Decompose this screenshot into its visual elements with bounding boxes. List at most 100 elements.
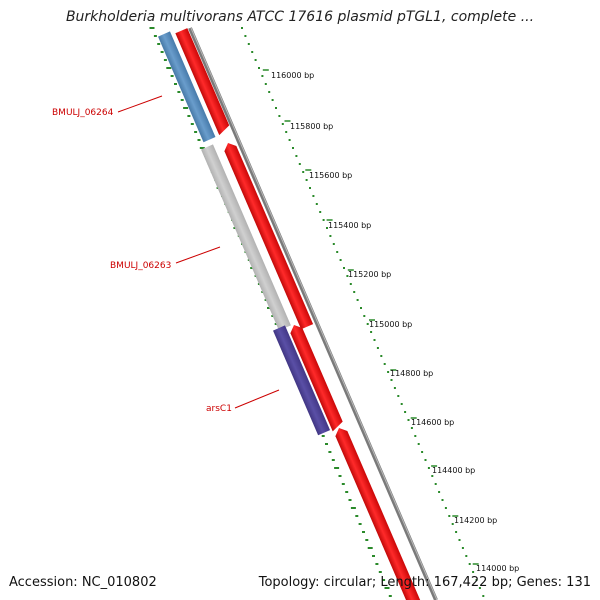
forward-feature-3[interactable] (288, 322, 345, 432)
ruler-dot (326, 227, 328, 229)
ruler-tick-label: 116000 bp (271, 71, 314, 80)
ruler-dot (271, 99, 274, 101)
ruler-tick-label: 114400 bp (432, 466, 475, 475)
ruler-dot (356, 299, 359, 301)
accession-text: Accession: NC_010802 (9, 575, 157, 590)
ruler-dot (305, 179, 308, 181)
ruler-dot (448, 515, 451, 517)
ruler-dot (478, 587, 481, 589)
ruler-dot (349, 283, 352, 285)
ruler-dot (455, 531, 458, 533)
ruler-dot (444, 507, 447, 509)
ruler-dot (247, 43, 250, 45)
gene-label[interactable]: arsC1 (206, 404, 232, 414)
ruler-dot (468, 563, 471, 565)
ruler-dot (434, 483, 437, 485)
ruler-tick-label: 115600 bp (309, 171, 352, 180)
ruler-dot (414, 435, 417, 437)
ruler-dot (427, 467, 430, 469)
gene-label[interactable]: BMULJ_06263 (110, 261, 171, 271)
ruler-tick-label: 114200 bp (454, 516, 497, 525)
ruler-dot (465, 555, 468, 557)
ruler-dot (363, 315, 366, 317)
ruler-dot (360, 307, 362, 309)
backbone-line (188, 27, 438, 600)
ruler-dot (336, 251, 339, 253)
ruler-dot (421, 451, 424, 453)
ruler-dot (346, 275, 349, 277)
ruler-dot (397, 395, 400, 397)
backbone-highlight (190, 27, 438, 600)
ruler-dot (407, 419, 410, 421)
ruler-dot (244, 35, 247, 37)
ruler-dot (258, 67, 260, 69)
ruler-dot (424, 459, 427, 461)
ruler-dot (353, 291, 356, 293)
ruler-dot (309, 187, 311, 189)
ruler-tick-label: 115800 bp (290, 122, 333, 131)
ruler-dot (264, 83, 267, 85)
ruler-tick-label: 114000 bp (476, 564, 519, 573)
ruler-dot (285, 131, 288, 133)
inner-tick-track (149, 27, 392, 597)
ruler-dot (295, 155, 298, 157)
ruler-dot (376, 347, 379, 349)
ruler-tick-label: 115000 bp (369, 320, 412, 329)
ruler-dot (319, 211, 322, 213)
ruler-dot (458, 539, 461, 541)
forward-feature-1[interactable] (175, 28, 231, 136)
ruler-dot (431, 475, 434, 477)
ruler-dot (312, 195, 315, 197)
leader-bmulj-06263 (175, 246, 221, 264)
ruler-tick-label: 114800 bp (390, 369, 433, 378)
ruler-dot (281, 123, 284, 125)
ruler-dot (329, 235, 332, 237)
ruler-dot (275, 107, 277, 109)
ruler-dot (417, 443, 420, 445)
ruler-dot (241, 27, 243, 29)
ruler-dot (322, 219, 325, 221)
ruler-dot (380, 355, 383, 357)
ruler-dot (288, 139, 291, 141)
ruler-tick-label: 114600 bp (411, 418, 454, 427)
gene-bmulj-06264[interactable] (158, 31, 216, 143)
ruler-dot (332, 243, 335, 245)
ruler-dot (404, 411, 407, 413)
map-title: Burkholderia multivorans ATCC 17616 plas… (65, 9, 535, 25)
ruler-dot (343, 267, 345, 269)
gene-bmulj-06263[interactable] (201, 144, 291, 331)
ruler-dot (482, 595, 485, 597)
ruler-dot (475, 579, 478, 581)
ruler-dot (390, 379, 393, 381)
forward-feature-4[interactable] (333, 425, 425, 600)
ruler-tick-label: 115400 bp (328, 221, 371, 230)
ruler-dot (261, 75, 264, 77)
ruler-dot (302, 171, 305, 173)
ruler-dot (292, 147, 294, 149)
ruler-dot (315, 203, 318, 205)
ruler-dot (278, 115, 281, 117)
ruler-track (241, 27, 485, 597)
ruler-dot (451, 523, 454, 525)
topology-summary-text: Topology: circular; Length: 167,422 bp; … (258, 575, 591, 590)
ruler-dot (387, 371, 390, 373)
ruler-dot (400, 403, 403, 405)
ruler-dot (298, 163, 301, 165)
ruler-dot (366, 323, 369, 325)
ruler-dot (251, 51, 254, 53)
leader-arsc1 (234, 389, 280, 409)
gene-arsc1[interactable] (273, 325, 331, 436)
ruler-dot (383, 363, 386, 365)
ruler-dot (438, 491, 441, 493)
ruler-dot (370, 331, 373, 333)
ruler-dot (441, 499, 444, 501)
ruler-dot (410, 427, 413, 429)
leader-bmulj-06264 (117, 95, 163, 113)
ruler-dot (254, 59, 257, 61)
gene-label[interactable]: BMULJ_06264 (52, 108, 114, 118)
forward-feature-2[interactable] (222, 140, 314, 330)
ruler-dot (472, 571, 475, 573)
ruler-dot (339, 259, 342, 261)
ruler-dot (268, 91, 271, 93)
